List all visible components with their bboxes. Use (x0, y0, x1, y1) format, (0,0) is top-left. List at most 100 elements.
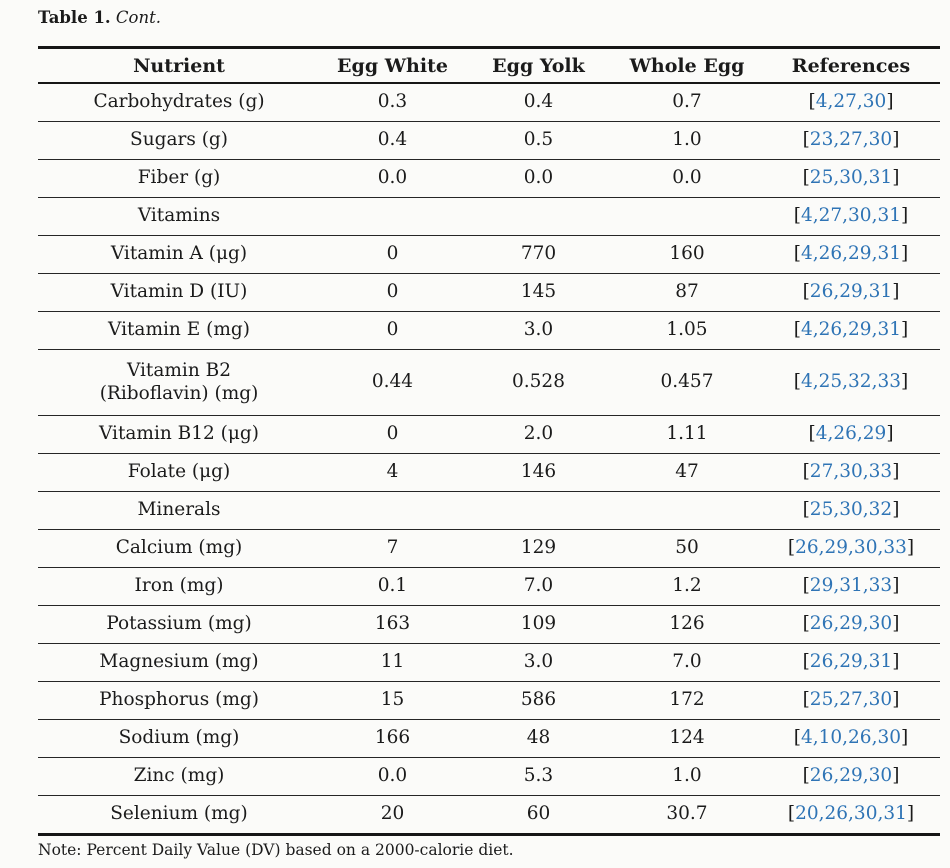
ref-open-bracket: [ (793, 205, 801, 227)
column-header-egg-white: Egg White (320, 47, 465, 84)
egg-white-cell: 4 (320, 453, 465, 492)
ref-close-bracket: ] (892, 689, 900, 711)
egg-white-cell: 0.1 (320, 567, 465, 606)
whole-egg-cell (612, 197, 762, 236)
ref-close-bracket: ] (906, 803, 915, 825)
table-row: Calcium (mg) 7 129 50 [26,29,30,33] (38, 529, 940, 568)
ref-close-bracket: ] (892, 461, 900, 483)
reference-citation-link[interactable]: 27,30,33 (809, 461, 893, 483)
table-row: Vitamin B12 (μg) 0 2.0 1.11 [4,26,29] (38, 415, 940, 454)
ref-close-bracket: ] (892, 281, 900, 303)
ref-open-bracket: [ (808, 423, 816, 445)
ref-open-bracket: [ (808, 91, 816, 113)
nutrient-cell: Phosphorus (mg) (38, 681, 320, 720)
reference-citation-link[interactable]: 26,29,31 (809, 651, 893, 673)
whole-egg-cell: 160 (612, 235, 762, 274)
reference-citation-link[interactable]: 29,31,33 (809, 575, 893, 597)
ref-open-bracket: [ (793, 371, 801, 393)
egg-white-cell: 7 (320, 529, 465, 568)
reference-citation-link[interactable]: 4,10,26,30 (800, 727, 902, 749)
column-header-egg-yolk: Egg Yolk (465, 47, 612, 84)
egg-white-cell: 15 (320, 681, 465, 720)
egg-white-cell (320, 197, 465, 236)
nutrient-cell: Sodium (mg) (38, 719, 320, 758)
whole-egg-cell: 50 (612, 529, 762, 568)
ref-open-bracket: [ (793, 243, 801, 265)
whole-egg-cell: 1.0 (612, 121, 762, 160)
reference-citation-link[interactable]: 25,30,31 (809, 167, 893, 189)
table-row: Iron (mg) 0.1 7.0 1.2 [29,31,33] (38, 567, 940, 606)
reference-citation-link[interactable]: 4,27,30,31 (800, 205, 902, 227)
ref-open-bracket: [ (787, 537, 796, 559)
reference-citation-link[interactable]: 26,29,30 (809, 613, 893, 635)
nutrient-cell: Vitamins (38, 197, 320, 236)
ref-close-bracket: ] (892, 167, 900, 189)
whole-egg-cell: 1.11 (612, 415, 762, 454)
table-row: Vitamin A (μg) 0 770 160 [4,26,29,31] (38, 235, 940, 274)
ref-close-bracket: ] (892, 613, 900, 635)
references-cell: [4,27,30] (762, 83, 940, 122)
egg-white-cell: 0 (320, 415, 465, 454)
references-cell: [29,31,33] (762, 567, 940, 606)
ref-close-bracket: ] (901, 319, 909, 341)
nutrient-cell: Potassium (mg) (38, 605, 320, 644)
references-cell: [25,30,32] (762, 491, 940, 530)
reference-citation-link[interactable]: 4,26,29,31 (800, 319, 902, 341)
egg-white-cell: 0.0 (320, 159, 465, 198)
ref-close-bracket: ] (892, 765, 900, 787)
header-row: Nutrient Egg White Egg Yolk Whole Egg Re… (38, 47, 940, 84)
caption-label: Table 1. (38, 8, 111, 27)
reference-citation-link[interactable]: 4,25,32,33 (800, 371, 902, 393)
reference-citation-link[interactable]: 26,29,31 (809, 281, 893, 303)
nutrient-cell: Zinc (mg) (38, 757, 320, 796)
ref-close-bracket: ] (901, 243, 909, 265)
nutrient-cell: Calcium (mg) (38, 529, 320, 568)
nutrient-cell: Selenium (mg) (110, 803, 248, 825)
table-caption: Table 1. Cont. (38, 8, 940, 46)
reference-citation-link[interactable]: 4,26,29,31 (800, 243, 902, 265)
reference-citation-link[interactable]: 26,29,30 (809, 765, 893, 787)
whole-egg-cell: 1.2 (612, 567, 762, 606)
whole-egg-cell: 7.0 (612, 643, 762, 682)
reference-citation-link[interactable]: 25,27,30 (809, 689, 893, 711)
egg-white-cell: 0.44 (320, 349, 465, 416)
ref-open-bracket: [ (802, 689, 810, 711)
table-row: Selenium (mg) 20 60 30.7 [20,26,30,31] (38, 796, 940, 835)
section-row: Vitamins [4,27,30,31] (38, 197, 940, 236)
egg-yolk-cell: 145 (465, 273, 612, 312)
ref-open-bracket: [ (802, 651, 810, 673)
nutrient-cell: Vitamin A (μg) (38, 235, 320, 274)
ref-close-bracket: ] (892, 499, 900, 521)
whole-egg-cell: 124 (612, 719, 762, 758)
table-header: Nutrient Egg White Egg Yolk Whole Egg Re… (38, 47, 940, 84)
reference-citation-link[interactable]: 23,27,30 (809, 129, 893, 151)
ref-open-bracket: [ (802, 167, 810, 189)
egg-yolk-cell: 5.3 (465, 757, 612, 796)
nutrient-cell: Vitamin D (IU) (38, 273, 320, 312)
ref-open-bracket: [ (802, 613, 810, 635)
whole-egg-cell: 1.05 (612, 311, 762, 350)
reference-citation-link[interactable]: 4,27,30 (815, 91, 887, 113)
reference-citation-link[interactable]: 20,26,30,31 (795, 803, 907, 825)
nutrient-table: Nutrient Egg White Egg Yolk Whole Egg Re… (38, 46, 940, 836)
table-note: Note: Percent Daily Value (DV) based on … (38, 841, 514, 859)
egg-yolk-cell: 0.0 (465, 159, 612, 198)
reference-citation-link[interactable]: 26,29,30,33 (795, 537, 907, 559)
ref-close-bracket: ] (886, 423, 894, 445)
references-cell: [26,29,30] (762, 605, 940, 644)
whole-egg-cell: 1.0 (612, 757, 762, 796)
reference-citation-link[interactable]: 25,30,32 (809, 499, 893, 521)
column-header-nutrient: Nutrient (38, 47, 320, 84)
table-row: Fiber (g) 0.0 0.0 0.0 [25,30,31] (38, 159, 940, 198)
references-cell: [25,30,31] (762, 159, 940, 198)
nutrient-cell: Vitamin E (mg) (38, 311, 320, 350)
ref-open-bracket: [ (802, 461, 810, 483)
references-cell: [4,27,30,31] (762, 197, 940, 236)
egg-yolk-cell: 146 (465, 453, 612, 492)
nutrient-cell: Fiber (g) (38, 159, 320, 198)
nutrient-cell: Sugars (g) (38, 121, 320, 160)
ref-open-bracket: [ (793, 319, 801, 341)
ref-close-bracket: ] (892, 129, 900, 151)
reference-citation-link[interactable]: 4,26,29 (815, 423, 887, 445)
